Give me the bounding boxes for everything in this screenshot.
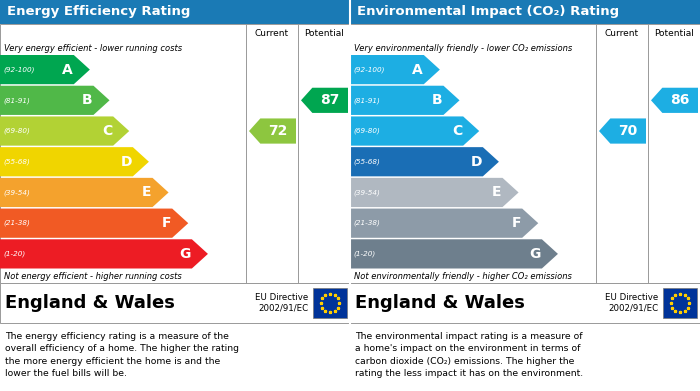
- Text: D: D: [120, 155, 132, 169]
- Text: (21-38): (21-38): [353, 220, 380, 226]
- Text: B: B: [432, 93, 442, 107]
- Text: Not environmentally friendly - higher CO₂ emissions: Not environmentally friendly - higher CO…: [354, 272, 572, 281]
- Text: Current: Current: [255, 29, 289, 38]
- Text: (39-54): (39-54): [3, 189, 30, 196]
- Polygon shape: [350, 239, 558, 269]
- Text: (1-20): (1-20): [353, 251, 375, 257]
- Polygon shape: [0, 55, 90, 84]
- Polygon shape: [350, 55, 440, 84]
- Text: A: A: [412, 63, 423, 77]
- Polygon shape: [0, 208, 188, 238]
- Text: A: A: [62, 63, 73, 77]
- Polygon shape: [0, 86, 109, 115]
- Bar: [663, 288, 697, 318]
- Polygon shape: [350, 86, 459, 115]
- Text: EU Directive
2002/91/EC: EU Directive 2002/91/EC: [255, 293, 308, 313]
- Text: (21-38): (21-38): [3, 220, 30, 226]
- Polygon shape: [350, 178, 519, 207]
- Polygon shape: [599, 118, 646, 143]
- Text: England & Wales: England & Wales: [5, 294, 175, 312]
- Text: (81-91): (81-91): [3, 97, 30, 104]
- Text: The energy efficiency rating is a measure of the
overall efficiency of a home. T: The energy efficiency rating is a measur…: [5, 332, 239, 378]
- Text: G: G: [529, 247, 541, 261]
- Polygon shape: [0, 239, 208, 269]
- Text: D: D: [470, 155, 482, 169]
- Text: Current: Current: [605, 29, 639, 38]
- Text: Very energy efficient - lower running costs: Very energy efficient - lower running co…: [4, 44, 182, 53]
- Text: EU Directive
2002/91/EC: EU Directive 2002/91/EC: [605, 293, 658, 313]
- Text: F: F: [162, 216, 172, 230]
- Text: Very environmentally friendly - lower CO₂ emissions: Very environmentally friendly - lower CO…: [354, 44, 573, 53]
- Text: B: B: [82, 93, 92, 107]
- Text: Not energy efficient - higher running costs: Not energy efficient - higher running co…: [4, 272, 182, 281]
- Text: (92-100): (92-100): [353, 66, 384, 73]
- Polygon shape: [301, 88, 348, 113]
- Text: Energy Efficiency Rating: Energy Efficiency Rating: [7, 5, 190, 18]
- Text: 86: 86: [671, 93, 690, 107]
- Text: E: E: [492, 185, 501, 199]
- Polygon shape: [249, 118, 296, 143]
- Bar: [0, 0, 350, 24]
- Text: (55-68): (55-68): [353, 158, 380, 165]
- Text: (1-20): (1-20): [3, 251, 25, 257]
- Text: C: C: [452, 124, 462, 138]
- Polygon shape: [350, 117, 480, 145]
- Text: E: E: [142, 185, 151, 199]
- Polygon shape: [0, 117, 130, 145]
- Text: (55-68): (55-68): [3, 158, 30, 165]
- Polygon shape: [0, 147, 149, 176]
- Bar: [0, 283, 350, 323]
- Bar: [350, 283, 700, 323]
- Text: Potential: Potential: [654, 29, 694, 38]
- Polygon shape: [651, 88, 698, 113]
- Bar: [313, 288, 347, 318]
- Bar: [350, 0, 700, 24]
- Polygon shape: [0, 178, 169, 207]
- Text: C: C: [102, 124, 112, 138]
- Text: (69-80): (69-80): [3, 128, 30, 134]
- Text: (69-80): (69-80): [353, 128, 380, 134]
- Bar: [0, 24, 350, 283]
- Text: G: G: [179, 247, 191, 261]
- Text: 72: 72: [269, 124, 288, 138]
- Text: 70: 70: [619, 124, 638, 138]
- Bar: [350, 24, 700, 283]
- Text: The environmental impact rating is a measure of
a home's impact on the environme: The environmental impact rating is a mea…: [355, 332, 583, 378]
- Polygon shape: [350, 208, 538, 238]
- Text: (39-54): (39-54): [353, 189, 380, 196]
- Text: (92-100): (92-100): [3, 66, 34, 73]
- Text: (81-91): (81-91): [353, 97, 380, 104]
- Text: F: F: [512, 216, 522, 230]
- Text: 87: 87: [321, 93, 340, 107]
- Text: Environmental Impact (CO₂) Rating: Environmental Impact (CO₂) Rating: [357, 5, 619, 18]
- Polygon shape: [350, 147, 499, 176]
- Text: Potential: Potential: [304, 29, 344, 38]
- Text: England & Wales: England & Wales: [355, 294, 525, 312]
